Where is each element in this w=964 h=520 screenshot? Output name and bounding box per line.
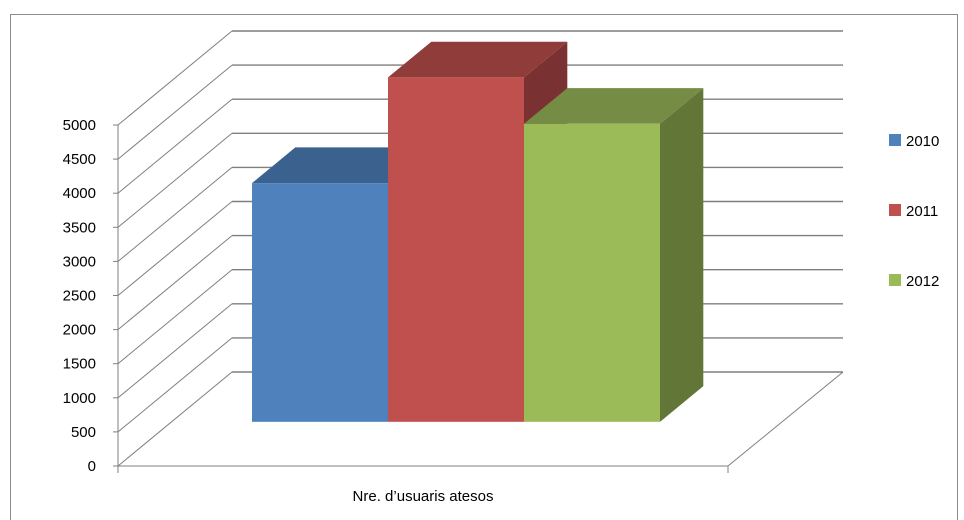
legend-label-2011: 2011 xyxy=(906,203,938,220)
bar-2010-front xyxy=(252,183,388,422)
gridline-side-2500 xyxy=(117,201,233,296)
y-tick-label: 4500 xyxy=(63,151,96,168)
gridline-side-4000 xyxy=(117,98,233,194)
gridline-side-3000 xyxy=(117,167,233,262)
y-tick-label: 3500 xyxy=(63,219,96,236)
gridline-side-4500 xyxy=(117,64,233,160)
gridline-side-1500 xyxy=(117,269,233,365)
floor-right-edge xyxy=(727,371,844,467)
legend-label-2012: 2012 xyxy=(906,273,939,290)
gridline-side-3500 xyxy=(117,132,233,228)
bar-2010-top xyxy=(252,147,432,184)
bar-2011-top xyxy=(388,41,568,78)
y-tick-label: 2500 xyxy=(63,288,96,305)
gridline-side-500 xyxy=(117,337,233,433)
y-tick-label: 2000 xyxy=(63,322,96,339)
y-tick-label: 1500 xyxy=(63,356,96,373)
legend-swatch-2011 xyxy=(889,204,901,216)
gridline-side-1000 xyxy=(117,303,233,399)
gridline-side-0 xyxy=(117,371,233,467)
y-tick-label: 5000 xyxy=(63,117,96,134)
x-category-label: Nre. d’usuaris atesos xyxy=(353,488,494,505)
y-tick-label: 0 xyxy=(88,458,96,475)
y-tick-label: 4000 xyxy=(63,185,96,202)
bar-2011-front xyxy=(388,77,524,422)
chart-frame xyxy=(10,14,958,520)
legend-swatch-2010 xyxy=(889,134,901,146)
gridline-side-2000 xyxy=(117,235,233,330)
y-tick-label: 3000 xyxy=(63,253,96,270)
bar-2012-top xyxy=(524,88,704,124)
bar-2012-side xyxy=(660,88,704,422)
bar-2012-front xyxy=(524,123,660,422)
legend-label-2010: 2010 xyxy=(906,133,939,150)
gridline-side-5000 xyxy=(117,30,233,126)
y-tick-label: 1000 xyxy=(63,390,96,407)
legend-swatch-2012 xyxy=(889,274,901,286)
y-tick-label: 500 xyxy=(71,424,96,441)
